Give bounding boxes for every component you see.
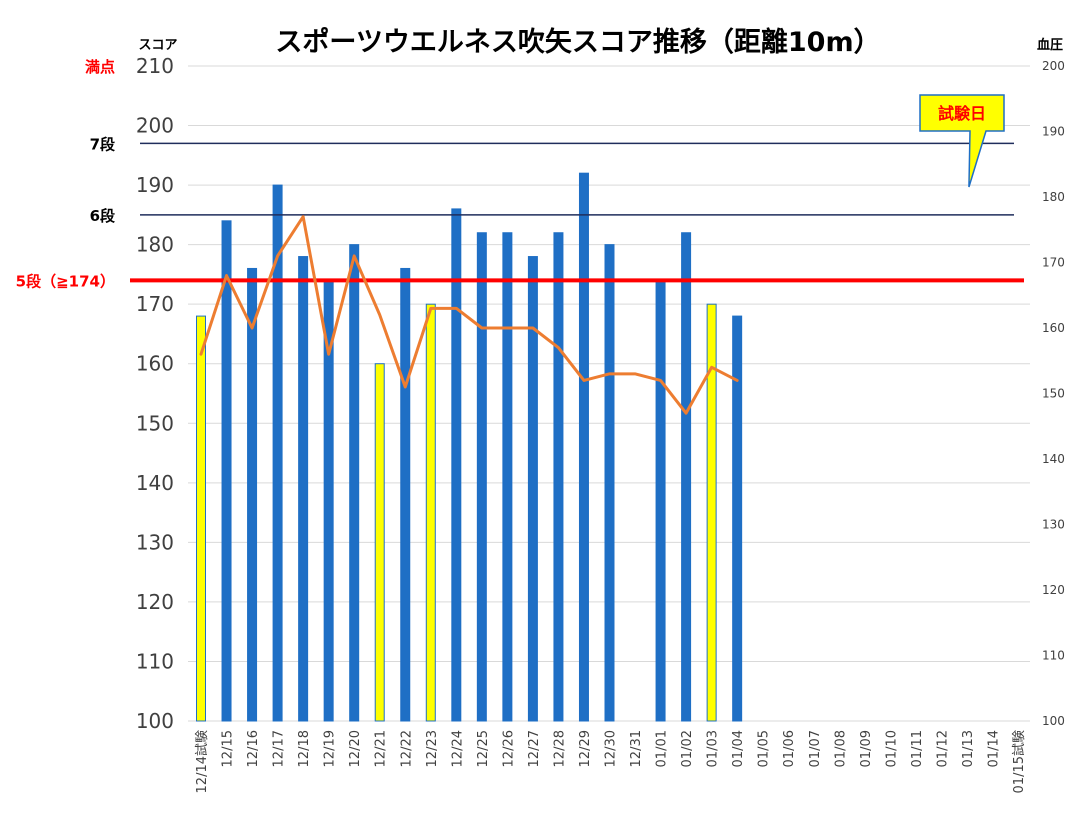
score-bar <box>400 267 411 722</box>
y-tick-label: 200 <box>136 114 174 138</box>
reference-label: 7段 <box>90 135 115 153</box>
x-tick-label: 12/28 <box>552 730 567 767</box>
y-tick-label: 160 <box>136 352 174 376</box>
score-bar <box>732 315 743 722</box>
x-tick-label: 12/15 <box>221 730 236 767</box>
x-tick-label: 01/14 <box>986 730 1001 767</box>
x-tick-label: 12/24 <box>450 730 465 767</box>
x-tick-label: 01/11 <box>910 730 925 767</box>
score-bar <box>272 184 283 722</box>
score-bar <box>221 220 232 722</box>
score-bar <box>502 232 513 722</box>
x-tick-label: 01/13 <box>961 730 976 767</box>
x-tick-label: 12/29 <box>578 730 593 767</box>
score-bar <box>451 208 462 722</box>
score-bar <box>655 279 666 722</box>
y2-tick-label: 100 <box>1042 714 1065 728</box>
y2-tick-label: 180 <box>1042 190 1065 204</box>
y2-tick-label: 130 <box>1042 518 1065 532</box>
x-tick-label: 12/18 <box>297 730 312 767</box>
x-tick-label: 01/04 <box>731 730 746 767</box>
y2-axis-ticks: 100 110 120 130 140 150 160 170 180 190 200 <box>1042 59 1065 728</box>
x-tick-label: 01/09 <box>859 730 874 767</box>
y2-tick-label: 190 <box>1042 125 1065 139</box>
score-bar <box>578 172 589 722</box>
y2-tick-label: 110 <box>1042 649 1065 663</box>
x-tick-label: 01/07 <box>808 730 823 767</box>
x-tick-label: 12/22 <box>399 730 414 767</box>
x-tick-label: 12/27 <box>527 730 542 767</box>
score-bar <box>553 232 564 722</box>
x-tick-label: 01/15試験 <box>1011 730 1027 793</box>
blood-pressure-line <box>199 215 739 415</box>
x-tick-label: 12/23 <box>425 730 440 767</box>
y-tick-label: 180 <box>136 233 174 257</box>
y-tick-label: 190 <box>136 173 174 197</box>
y-tick-label: 150 <box>136 411 174 435</box>
y-tick-label: 130 <box>136 530 174 554</box>
test-bar <box>706 303 717 722</box>
score-bar <box>298 256 309 722</box>
test-bar <box>196 315 206 722</box>
score-bar <box>604 244 615 722</box>
x-tick-label: 12/16 <box>246 730 261 767</box>
y2-tick-label: 200 <box>1042 59 1065 73</box>
y-tick-label: 140 <box>136 471 174 495</box>
x-axis-ticks: 12/14試験 12/15 12/16 12/17 12/18 12/19 12/20 12/… <box>194 730 1027 793</box>
score-bars <box>196 172 743 722</box>
reference-label: 5段（≧174） <box>16 272 115 290</box>
y2-axis-title: 血圧 <box>1037 37 1063 53</box>
reference-lines: 満点 7段 6段 5段（≧174） <box>16 58 1024 290</box>
test-day-callout: 試験日 <box>919 94 1005 188</box>
score-bar <box>349 244 360 722</box>
x-tick-label: 12/20 <box>348 730 363 767</box>
y2-tick-label: 120 <box>1042 583 1065 597</box>
callout-bubble <box>919 94 1005 188</box>
x-tick-label: 01/05 <box>757 730 772 767</box>
score-bar <box>476 232 487 722</box>
y-axis-title: スコア <box>138 38 177 53</box>
y2-tick-label: 140 <box>1042 452 1065 466</box>
x-tick-label: 12/21 <box>374 730 389 767</box>
x-tick-label: 12/30 <box>604 730 619 767</box>
y-tick-label: 100 <box>136 709 174 733</box>
y2-tick-label: 160 <box>1042 321 1065 335</box>
x-tick-label: 01/10 <box>884 730 899 767</box>
test-bar <box>374 363 385 722</box>
reference-label: 満点 <box>85 58 115 76</box>
x-tick-label: 01/12 <box>935 730 950 767</box>
score-bar <box>527 256 538 722</box>
y-tick-label: 110 <box>136 649 174 673</box>
x-tick-label: 01/06 <box>782 730 797 767</box>
y2-tick-label: 170 <box>1042 256 1065 270</box>
y2-tick-label: 150 <box>1042 387 1065 401</box>
score-bar <box>247 267 258 722</box>
x-tick-label: 12/31 <box>629 730 644 767</box>
x-tick-label: 01/01 <box>655 730 670 767</box>
y-tick-label: 210 <box>136 54 174 78</box>
y-tick-label: 170 <box>136 292 174 316</box>
x-tick-label: 01/08 <box>833 730 848 767</box>
blood-pressure-series <box>199 215 739 415</box>
x-tick-label: 12/17 <box>272 730 287 767</box>
callout-label: 試験日 <box>938 104 986 123</box>
x-tick-label: 01/03 <box>706 730 721 767</box>
test-bar <box>425 303 436 722</box>
score-bar <box>681 232 692 722</box>
x-tick-label: 12/14試験 <box>194 730 210 793</box>
x-tick-label: 12/26 <box>501 730 516 767</box>
x-tick-label: 12/25 <box>476 730 491 767</box>
x-tick-label: 12/19 <box>323 730 338 767</box>
y-axis-ticks: 100 110 120 130 140 150 160 170 180 190 200 210 <box>136 54 174 733</box>
x-tick-label: 01/02 <box>680 730 695 767</box>
chart-title: スポーツウエルネス吹矢スコア推移（距離10m） <box>275 26 880 58</box>
y-tick-label: 120 <box>136 590 174 614</box>
reference-label: 6段 <box>90 207 115 225</box>
